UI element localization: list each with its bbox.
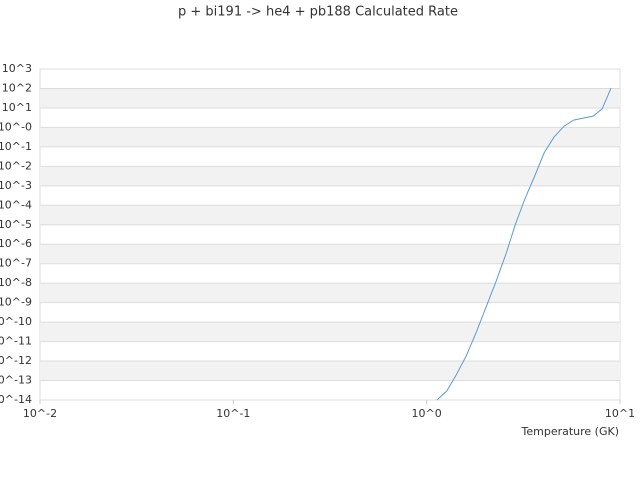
y-tick-label: 10^-1 <box>0 140 32 153</box>
y-tick-label: 10^-9 <box>0 296 32 309</box>
x-tick-label: 10^0 <box>412 407 442 420</box>
y-tick-label: 10^-4 <box>0 198 32 211</box>
grid-band <box>40 127 620 147</box>
y-tick-label: 10^-3 <box>0 179 32 192</box>
data-line <box>436 87 612 401</box>
grid-band <box>40 361 620 381</box>
grid-band <box>40 244 620 264</box>
y-tick-label: 10^-8 <box>0 276 32 289</box>
y-tick-label: 10^3 <box>2 62 32 75</box>
y-tick-label: 10^-13 <box>0 374 32 387</box>
y-tick-label: 10^-6 <box>0 237 32 250</box>
plot-area <box>39 68 621 401</box>
x-axis-label: Temperature (GK) <box>521 425 620 438</box>
y-tick-label: 10^-2 <box>0 159 32 172</box>
y-tick-label: 10^-11 <box>0 335 32 348</box>
y-tick-label: 10^-7 <box>0 257 32 270</box>
x-tick-label: 10^1 <box>605 407 635 420</box>
grid-band <box>40 283 620 303</box>
y-tick-label: 10^-0 <box>0 120 32 133</box>
y-tick-label: 10^-10 <box>0 315 32 328</box>
y-tick-label: 10^-12 <box>0 354 32 367</box>
grid-band <box>40 322 620 342</box>
y-tick-label: 10^-14 <box>0 393 32 406</box>
grid-band <box>40 88 620 108</box>
chart-title: p + bi191 -> he4 + pb188 Calculated Rate <box>178 5 458 20</box>
y-tick-label: 10^1 <box>2 101 32 114</box>
y-tick-label: 10^2 <box>2 81 32 94</box>
x-tick-label: 10^-1 <box>216 407 250 420</box>
grid-band <box>40 205 620 225</box>
y-tick-label: 10^-5 <box>0 218 32 231</box>
x-tick-label: 10^-2 <box>23 407 57 420</box>
grid-band <box>40 166 620 186</box>
